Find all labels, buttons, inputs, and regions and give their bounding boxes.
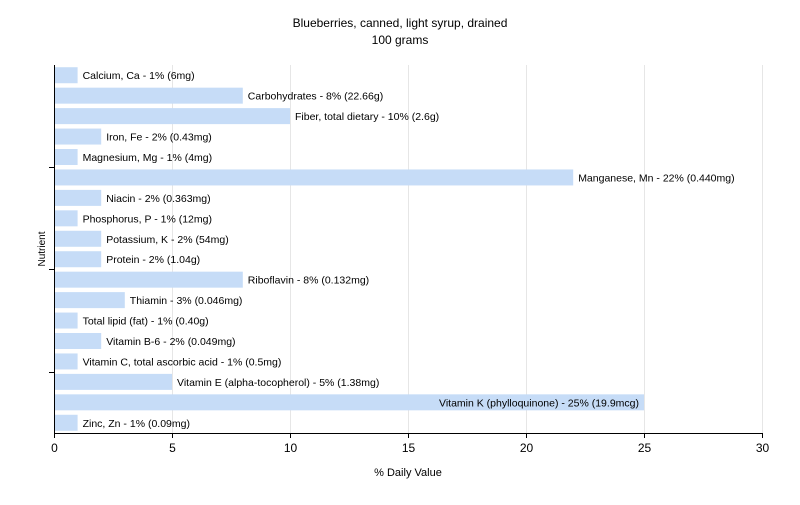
chart-subtitle: 100 grams	[372, 33, 429, 47]
bar-label: Niacin - 2% (0.363mg)	[106, 193, 210, 205]
x-tick-label: 0	[51, 441, 58, 455]
bar	[55, 210, 78, 227]
bar	[55, 251, 102, 268]
bar-label: Protein - 2% (1.04g)	[106, 254, 200, 266]
chart-title: Blueberries, canned, light syrup, draine…	[293, 16, 508, 30]
bar-label: Riboflavin - 8% (0.132mg)	[248, 275, 369, 287]
bars	[55, 67, 644, 431]
x-tick-label: 30	[756, 441, 770, 455]
bar	[55, 189, 102, 206]
bar-label: Zinc, Zn - 1% (0.09mg)	[83, 418, 190, 430]
bar-label: Vitamin E (alpha-tocopherol) - 5% (1.38m…	[177, 377, 379, 389]
bar	[55, 373, 172, 390]
x-axis-label: % Daily Value	[374, 467, 442, 479]
bar-label: Total lipid (fat) - 1% (0.40g)	[83, 316, 209, 328]
x-tick-label: 10	[284, 441, 298, 455]
bar-label: Thiamin - 3% (0.046mg)	[130, 295, 243, 307]
y-axis-label: Nutrient	[37, 231, 48, 266]
bar-labels: Calcium, Ca - 1% (6mg) Carbohydrates - 8%…	[83, 70, 735, 430]
bar	[55, 394, 644, 411]
bar-label: Phosphorus, P - 1% (12mg)	[83, 213, 212, 225]
bar	[55, 333, 102, 349]
bar	[55, 271, 243, 288]
grid-lines	[172, 65, 763, 433]
bar-label: Potassium, K - 2% (54mg)	[106, 234, 229, 246]
bar-label: Iron, Fe - 2% (0.43mg)	[106, 132, 212, 144]
bar	[55, 67, 78, 84]
x-tick-label: 15	[402, 441, 416, 455]
bar	[55, 230, 102, 247]
bar-label: Manganese, Mn - 22% (0.440mg)	[578, 172, 734, 184]
bar	[55, 292, 125, 309]
x-tick-label: 20	[520, 441, 534, 455]
bar-label: Magnesium, Mg - 1% (4mg)	[83, 152, 213, 164]
bar	[55, 414, 78, 431]
bar-label: Vitamin K (phylloquinone) - 25% (19.9mcg…	[439, 397, 639, 409]
axes: 0 5 10 15 20 25 30	[49, 65, 769, 455]
bar	[55, 353, 78, 370]
bar-label: Vitamin C, total ascorbic acid - 1% (0.5…	[83, 356, 282, 368]
bar	[55, 87, 243, 104]
bar-label: Fiber, total dietary - 10% (2.6g)	[295, 111, 439, 123]
bar-label: Calcium, Ca - 1% (6mg)	[83, 70, 195, 82]
x-tick-label: 25	[638, 441, 652, 455]
bar	[55, 169, 574, 186]
bar	[55, 149, 78, 165]
bar	[55, 128, 102, 145]
x-tick-label: 5	[169, 441, 176, 455]
bar	[55, 108, 290, 125]
bar-label: Carbohydrates - 8% (22.66g)	[248, 91, 383, 103]
bar-label: Vitamin B-6 - 2% (0.049mg)	[106, 336, 235, 348]
bar	[55, 312, 78, 329]
